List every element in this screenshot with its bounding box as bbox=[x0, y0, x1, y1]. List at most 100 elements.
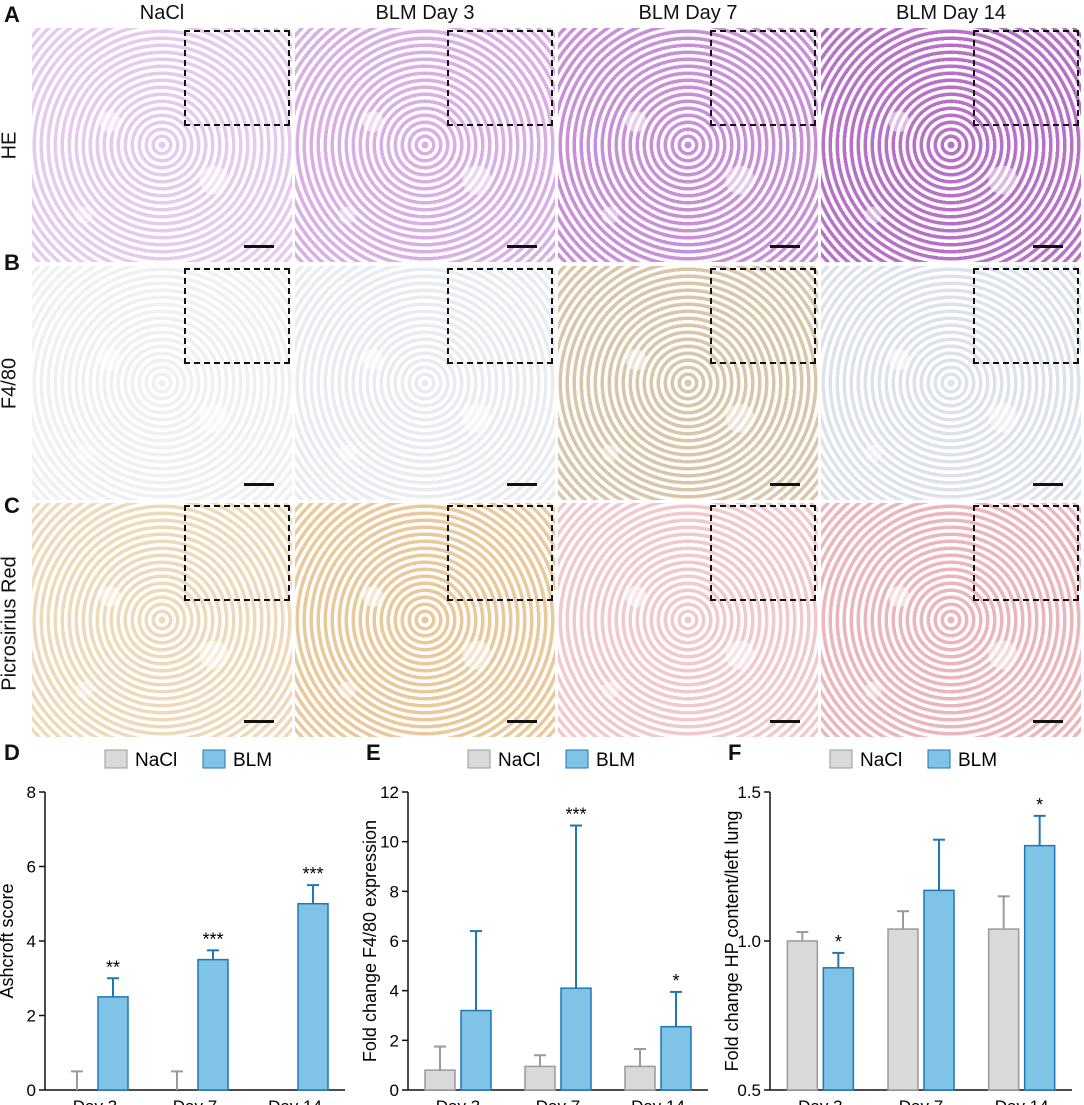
scale-bar bbox=[507, 245, 537, 248]
column-title-nacl: NaCl bbox=[139, 2, 185, 24]
micrograph-f4-80-blm-day-7 bbox=[558, 266, 818, 500]
column-title-blm-day3: BLM Day 3 bbox=[375, 2, 475, 24]
column-title-blm-day7: BLM Day 7 bbox=[638, 2, 738, 24]
row-label-picrosirius-red: Picrosirius Red bbox=[0, 556, 21, 691]
bar-nacl bbox=[786, 940, 819, 1091]
zoom-inset-box bbox=[447, 505, 553, 601]
bar-blm bbox=[560, 987, 592, 1091]
legend-swatch-blm bbox=[565, 749, 589, 769]
x-tick-label: Day 3 bbox=[436, 1097, 480, 1105]
significance-marker: *** bbox=[565, 805, 586, 825]
zoom-inset-box bbox=[184, 268, 290, 364]
y-tick-label: 0 bbox=[390, 1081, 399, 1100]
micrograph-picrosirius-red-blm-day-14 bbox=[821, 503, 1081, 737]
micrograph-picrosirius-red-blm-day-3 bbox=[295, 503, 555, 737]
zoom-inset-box bbox=[973, 505, 1079, 601]
panel-letter-b: B bbox=[4, 250, 20, 275]
significance-marker: *** bbox=[302, 864, 323, 884]
scale-bar bbox=[1033, 245, 1063, 248]
legend-label-nacl: NaCl bbox=[498, 750, 540, 771]
column-title-blm-day14: BLM Day 14 bbox=[895, 2, 1007, 24]
y-tick-label: 8 bbox=[27, 783, 36, 802]
y-axis-title: Fold change HP content/left lung bbox=[722, 811, 742, 1072]
scale-bar bbox=[770, 483, 800, 486]
row-label-he: HE bbox=[0, 131, 21, 160]
bar-blm bbox=[923, 889, 955, 1091]
bar-blm bbox=[197, 958, 229, 1091]
micrograph-he-blm-day-14 bbox=[821, 28, 1081, 262]
panel-letter-c: C bbox=[4, 493, 20, 518]
zoom-inset-box bbox=[973, 30, 1079, 126]
scale-bar bbox=[244, 245, 274, 248]
row-label-f4-80: F4/80 bbox=[0, 357, 21, 410]
panel-letter-a: A bbox=[4, 2, 20, 27]
x-tick-label: Day 7 bbox=[899, 1097, 943, 1105]
x-tick-label: Day 7 bbox=[536, 1097, 580, 1105]
micrograph-he-nacl bbox=[32, 28, 292, 262]
zoom-inset-box bbox=[184, 505, 290, 601]
significance-marker: *** bbox=[202, 929, 223, 949]
micrograph-picrosirius-red-nacl bbox=[32, 503, 292, 737]
legend-label-blm: BLM bbox=[233, 750, 272, 771]
significance-marker: ** bbox=[106, 957, 120, 977]
scale-bar bbox=[770, 245, 800, 248]
panel-letter-e: E bbox=[366, 740, 381, 765]
legend-swatch-nacl bbox=[104, 749, 128, 769]
bar-nacl bbox=[624, 1065, 656, 1091]
legend-label-nacl: NaCl bbox=[135, 750, 177, 771]
y-tick-label: 2 bbox=[27, 1007, 36, 1026]
y-tick-label: 1.5 bbox=[737, 783, 761, 802]
x-tick-label: Day 3 bbox=[73, 1097, 117, 1105]
micrograph-he-blm-day-3 bbox=[295, 28, 555, 262]
y-tick-label: 2 bbox=[390, 1031, 399, 1050]
legend-label-nacl: NaCl bbox=[860, 750, 902, 771]
y-tick-label: 4 bbox=[27, 932, 36, 951]
y-axis-title: Ashcroft score bbox=[0, 883, 17, 998]
scale-bar bbox=[770, 720, 800, 723]
panel-letter-f: F bbox=[728, 740, 742, 765]
bar-blm bbox=[1023, 844, 1056, 1091]
y-tick-label: 4 bbox=[390, 982, 399, 1001]
significance-marker: * bbox=[835, 932, 842, 952]
micrograph-f4-80-blm-day-14 bbox=[821, 266, 1081, 500]
micrograph-he-blm-day-7 bbox=[558, 28, 818, 262]
y-tick-label: 6 bbox=[27, 858, 36, 877]
y-tick-label: 12 bbox=[380, 783, 399, 802]
bar-blm bbox=[660, 1025, 692, 1091]
y-tick-label: 6 bbox=[390, 932, 399, 951]
micrograph-picrosirius-red-blm-day-7 bbox=[558, 503, 818, 737]
zoom-inset-box bbox=[447, 268, 553, 364]
x-tick-label: Day 7 bbox=[173, 1097, 217, 1105]
legend-label-blm: BLM bbox=[596, 750, 635, 771]
scale-bar bbox=[1033, 483, 1063, 486]
significance-marker: * bbox=[672, 971, 679, 991]
y-tick-label: 10 bbox=[380, 833, 399, 852]
zoom-inset-box bbox=[710, 268, 816, 364]
scale-bar bbox=[244, 720, 274, 723]
scale-bar bbox=[244, 483, 274, 486]
bar-nacl bbox=[524, 1065, 556, 1091]
y-tick-label: 0.5 bbox=[737, 1081, 761, 1100]
x-tick-label: Day 14 bbox=[995, 1097, 1049, 1105]
x-tick-label: Day 14 bbox=[631, 1097, 685, 1105]
legend-swatch-blm bbox=[202, 749, 226, 769]
scale-bar bbox=[1033, 720, 1063, 723]
y-tick-label: 8 bbox=[390, 882, 399, 901]
micrograph-f4-80-blm-day-3 bbox=[295, 266, 555, 500]
bar-nacl bbox=[887, 928, 919, 1091]
micrograph-f4-80-nacl bbox=[32, 266, 292, 500]
x-tick-label: Day 14 bbox=[268, 1097, 322, 1105]
zoom-inset-box bbox=[710, 505, 816, 601]
x-tick-label: Day 3 bbox=[798, 1097, 842, 1105]
scale-bar bbox=[507, 483, 537, 486]
bar-blm bbox=[822, 967, 855, 1091]
y-tick-label: 0 bbox=[27, 1081, 36, 1100]
bar-nacl bbox=[424, 1069, 456, 1091]
zoom-inset-box bbox=[447, 30, 553, 126]
legend-label-blm: BLM bbox=[958, 750, 997, 771]
legend-swatch-nacl bbox=[467, 749, 491, 769]
scale-bar bbox=[507, 720, 537, 723]
bar-blm bbox=[97, 996, 129, 1091]
significance-marker: * bbox=[1036, 795, 1043, 815]
